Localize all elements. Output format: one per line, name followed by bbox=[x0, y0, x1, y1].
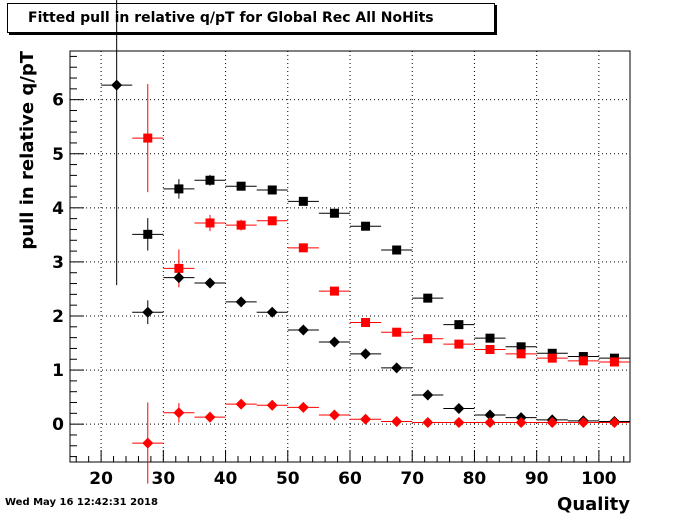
data-point bbox=[516, 342, 526, 352]
chart-title-box: Fitted pull in relative q/pT for Global … bbox=[7, 3, 495, 33]
data-point bbox=[173, 272, 185, 284]
x-tick-label: 50 bbox=[276, 469, 300, 489]
data-point bbox=[423, 334, 433, 344]
data-point bbox=[391, 415, 403, 427]
data-point bbox=[360, 348, 372, 360]
data-point bbox=[546, 417, 558, 429]
chart-title: Fitted pull in relative q/pT for Global … bbox=[28, 10, 434, 26]
data-point bbox=[515, 417, 527, 429]
data-point bbox=[422, 417, 434, 429]
data-point bbox=[174, 184, 184, 194]
data-point bbox=[391, 362, 403, 374]
y-tick-label: 0 bbox=[52, 415, 64, 435]
data-point bbox=[267, 216, 277, 226]
data-point bbox=[297, 324, 309, 336]
data-point bbox=[329, 286, 339, 296]
grid-lines bbox=[70, 51, 630, 462]
data-point bbox=[485, 333, 495, 343]
data-point bbox=[423, 293, 433, 303]
data-point bbox=[485, 345, 495, 355]
x-axis-title: Quality bbox=[557, 494, 630, 514]
plot-frame bbox=[69, 50, 631, 463]
y-tick-label: 1 bbox=[52, 361, 64, 381]
y-axis-title: pull in relative q/pT bbox=[17, 50, 38, 249]
data-point bbox=[205, 218, 215, 228]
data-point bbox=[143, 133, 153, 143]
data-point bbox=[484, 417, 496, 429]
y-tick-label: 4 bbox=[52, 199, 64, 219]
y-tick-label: 3 bbox=[52, 253, 64, 273]
x-tick-label: 80 bbox=[463, 469, 487, 489]
data-point bbox=[484, 409, 496, 421]
data-point bbox=[361, 317, 371, 327]
data-point bbox=[142, 306, 154, 318]
series-3 bbox=[101, 0, 630, 427]
data-point bbox=[328, 409, 340, 421]
data-point bbox=[235, 398, 247, 410]
data-point bbox=[205, 175, 215, 185]
timestamp: Wed May 16 12:42:31 2018 bbox=[5, 497, 158, 508]
data-point bbox=[204, 411, 216, 423]
data-point bbox=[608, 417, 620, 429]
y-tick-label: 2 bbox=[52, 307, 64, 327]
x-tick-label: 40 bbox=[214, 469, 238, 489]
x-tick-label: 30 bbox=[151, 469, 175, 489]
data-point bbox=[142, 437, 154, 449]
data-point bbox=[174, 263, 184, 273]
data-point bbox=[173, 407, 185, 419]
x-tick-label: 90 bbox=[525, 469, 549, 489]
data-point bbox=[453, 417, 465, 429]
data-point bbox=[328, 336, 340, 348]
data-point bbox=[516, 349, 526, 359]
data-point bbox=[578, 356, 588, 366]
data-series bbox=[101, 0, 630, 484]
data-point bbox=[329, 208, 339, 218]
data-point bbox=[392, 327, 402, 337]
x-tick-label: 20 bbox=[89, 469, 113, 489]
data-point bbox=[266, 306, 278, 318]
data-point bbox=[266, 399, 278, 411]
data-point bbox=[143, 229, 153, 239]
data-point bbox=[361, 221, 371, 231]
data-point bbox=[236, 181, 246, 191]
data-point bbox=[577, 417, 589, 429]
data-point bbox=[204, 277, 216, 289]
data-point bbox=[297, 401, 309, 413]
data-point bbox=[111, 79, 123, 91]
axis-ticks: 20 30 40 50 60 70 80 90 100 0 1 2 3 4 5 6 bbox=[52, 55, 625, 489]
x-tick-label: 60 bbox=[338, 469, 362, 489]
data-point bbox=[298, 243, 308, 253]
data-point bbox=[547, 348, 557, 358]
data-point bbox=[235, 296, 247, 308]
x-tick-label: 70 bbox=[400, 469, 424, 489]
data-point bbox=[454, 339, 464, 349]
data-point bbox=[236, 220, 246, 230]
series-1 bbox=[132, 174, 630, 363]
data-point bbox=[360, 413, 372, 425]
y-tick-label: 6 bbox=[52, 91, 64, 111]
data-point bbox=[547, 353, 557, 363]
data-point bbox=[298, 196, 308, 206]
data-point bbox=[454, 320, 464, 330]
series-2 bbox=[132, 83, 630, 367]
x-tick-label: 100 bbox=[581, 469, 617, 489]
y-tick-label: 5 bbox=[52, 145, 64, 165]
data-point bbox=[267, 185, 277, 195]
data-point bbox=[609, 357, 619, 367]
data-point bbox=[453, 402, 465, 414]
series-4 bbox=[132, 398, 630, 484]
data-point bbox=[392, 245, 402, 255]
data-point bbox=[422, 389, 434, 401]
